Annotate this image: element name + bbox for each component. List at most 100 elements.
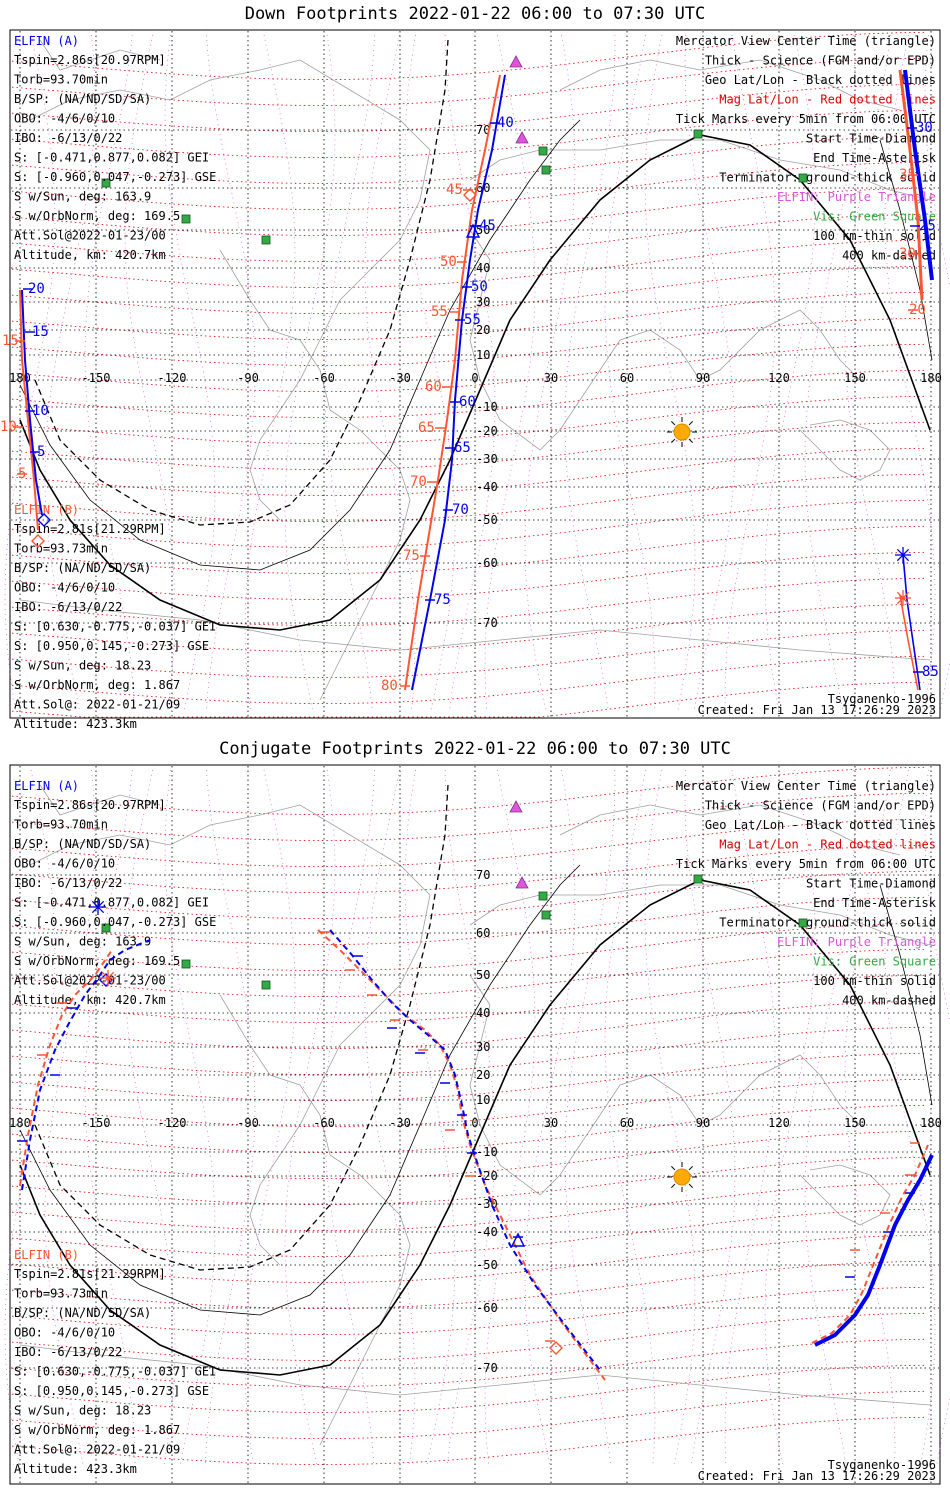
lat-tick-label: -70 [476,616,498,630]
elfin-b-track [899,594,919,691]
legend-line: Terminator: ground-thick solid [719,171,936,185]
elfin-b-tick-label: 65 [0,0,17,4]
coastline [29,804,431,1266]
terminator-100km [879,884,933,1106]
legend-line: ELFIN: Purple Triangle [777,190,936,204]
elfin-a-info-line: Altitude, km: 420.7km [14,993,166,1007]
elfin-b-info-line: B/SP: (NA/ND/SD/SA) [14,561,151,575]
elfin-a-info-line: Att.Sol@2022-01-23/00 [14,229,166,243]
elfin-a-track-science [814,1154,934,1347]
lon-tick-label: 180 [920,1116,942,1130]
elfin-purple-triangle-icon [515,876,529,889]
lon-tick-label: 150 [844,1116,866,1130]
lat-tick-label: 30 [476,295,490,309]
elfin-a-tick-label: 45 [0,0,17,4]
elfin-a-info-line: S: [-0.960,0.047,-0.273] GSE [14,170,216,184]
visibility-green-square-icon [181,959,191,969]
sun-ray [688,438,693,443]
coastline [29,59,431,521]
elfin-purple-triangle-icon [509,55,523,68]
lon-tick-label: -150 [82,1116,111,1130]
elfin-a-tick-label: 70 [452,502,469,518]
visibility-green-square-icon [101,923,111,933]
lon-tick-label: 180 [9,1116,31,1130]
legend-line: Thick - Science (FGM and/or EPD) [705,799,936,813]
elfin-b-tick-label: 70 [0,0,17,4]
elfin-b-tick-label: 20 [909,302,926,318]
lat-tick-label: 10 [476,1093,490,1107]
elfin-b-tick-label: 10 [0,0,17,4]
lon-tick-label: -150 [82,371,111,385]
sun-icon [673,423,691,441]
elfin-b-name: ELFIN (B) [14,503,79,517]
map-panel-down: 180 -150 -120 -90 -60 -30 0 30 60 90 120 150 1807060… [0,29,950,731]
elfin-b-tick-label: 35 [899,167,916,183]
elfin-b-tick-label: 45 [446,182,463,198]
lon-tick-label: -30 [389,1116,411,1130]
elfin-b-info-line: S w/OrbNorm, deg: 1.867 [14,1423,180,1437]
lon-tick-label: -60 [313,371,335,385]
lon-tick-label: 60 [620,371,634,385]
legend-line: Geo Lat/Lon - Black dotted lines [705,818,936,832]
elfin-a-info-line: S w/Sun, deg: 163.9 [14,935,151,949]
lat-tick-label: -20 [476,424,498,438]
visibility-green-square-icon [541,910,551,920]
terminator-100km [19,864,581,1316]
lon-tick-label: 0 [471,1116,478,1130]
elfin-a-tick-label: 55 [0,0,17,4]
sun-ray [671,1166,676,1171]
lat-tick-label: 10 [476,348,490,362]
lon-tick-label: -60 [313,1116,335,1130]
lat-tick-label: -50 [476,513,498,527]
visibility-green-square-icon [181,214,191,224]
legend-line: 100 km-thin solid [813,974,936,988]
elfin-b-info-line: Torb=93.73min [14,542,108,556]
lon-tick-label: 150 [844,371,866,385]
coastline [319,409,411,701]
elfin-a-info-line: Altitude, km: 420.7km [14,248,166,262]
elfin-b-track [317,929,606,1381]
panel-title-conjugate: Conjugate Footprints 2022-01-22 06:00 to… [219,739,731,759]
elfin-b-tick-label: 15 [0,0,17,4]
legend-line: End Time-Asterisk [813,896,937,910]
elfin-b-track [19,949,113,1186]
legend-line: 400 km-dashed [842,249,936,263]
mag-lon-line [244,764,296,1466]
lat-tick-label: -60 [476,556,498,570]
elfin-b-info-line: IBO: -6/13/0/22 [14,1345,122,1359]
sun-ray [688,1166,693,1171]
elfin-a-info-line: S w/OrbNorm, deg: 169.5 [14,209,180,223]
lon-tick-label: 30 [544,371,558,385]
mag-lon-line [724,29,776,711]
lon-tick-label: 180 [920,371,942,385]
mag-lon-line [84,764,136,1466]
terminator-100km [879,139,933,361]
legend-line: Tick Marks every 5min from 06:00 UTC [676,112,936,126]
lon-tick-label: 0 [471,371,478,385]
elfin-b-info-line: Tspin=2.81s[21.29RPM] [14,1267,166,1281]
elfin-a-info-line: Torb=93.70min [14,818,108,832]
elfin-a-tick-label: 40 [497,115,514,131]
elfin-b-info-line: Altitude: 423.3km [14,1462,137,1476]
elfin-a-tick-label: 5 [37,444,45,460]
lat-tick-label: -50 [476,1258,498,1272]
map-frame [9,764,941,1485]
elfin-a-track [21,289,43,516]
elfin-b-info-line: S w/Sun, deg: 18.23 [14,659,151,673]
end-asterisk-icon [896,548,910,562]
elfin-a-name: ELFIN (A) [14,779,79,793]
elfin-a-track [411,74,506,691]
lon-tick-label: 60 [620,1116,634,1130]
mag-lon-line [324,764,376,1466]
elfin-b-info-line: Altitude: 423.3km [14,717,137,731]
coastline [219,994,331,1156]
elfin-b-tick-label: 55 [0,0,17,4]
elfin-b-tick-label: 30 [899,246,916,262]
elfin-a-tick-label: 75 [434,592,451,608]
visibility-green-square-icon [541,165,551,175]
end-asterisk-icon [91,900,105,914]
elfin-b-info-line: S: [0.950,0.145,-0.273] GSE [14,639,209,653]
elfin-b-info-line: S w/Sun, deg: 18.23 [14,1404,151,1418]
model-label: Tsyganenko-1996 [828,1458,936,1472]
elfin-b-tick-label: 20 [0,0,17,4]
